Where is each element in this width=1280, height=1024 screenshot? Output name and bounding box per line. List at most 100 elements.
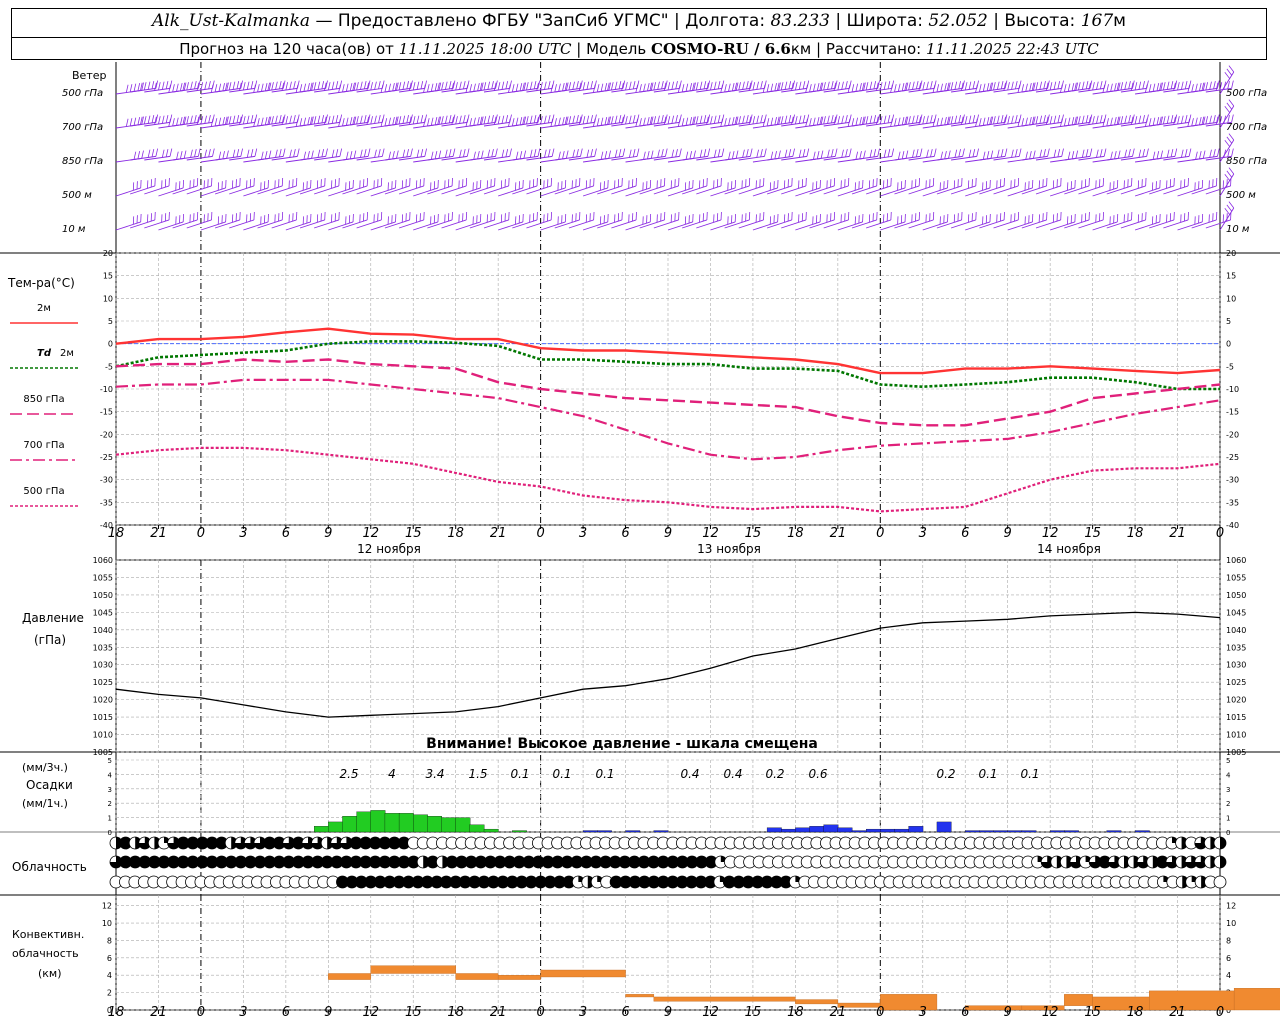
wind-barb-flag bbox=[434, 117, 438, 126]
wind-barb-flag bbox=[151, 115, 155, 124]
cloud-fill bbox=[273, 856, 286, 868]
wind-barb bbox=[979, 185, 1005, 195]
press-tick-left: 1055 bbox=[93, 573, 113, 582]
wind-barb bbox=[384, 155, 411, 161]
wind-barb-flag bbox=[1114, 117, 1117, 126]
cloud-fill-partial bbox=[1220, 856, 1226, 868]
wind-barb-flag bbox=[408, 116, 412, 125]
wind-barb-flag bbox=[982, 83, 986, 92]
cloud-symbol bbox=[1165, 855, 1179, 869]
wind-barb-flag bbox=[311, 116, 314, 125]
wind-barb-flag bbox=[774, 83, 777, 92]
cloud-fill-partial bbox=[167, 837, 180, 849]
wind-barb-flag bbox=[845, 149, 848, 158]
wind-barb bbox=[512, 121, 539, 127]
wind-barb bbox=[1163, 155, 1190, 161]
precip-bar bbox=[413, 814, 428, 833]
precip-tick-right: 0 bbox=[1226, 829, 1230, 837]
wind-barb-flag bbox=[1011, 115, 1014, 124]
wind-barb-flag bbox=[791, 82, 794, 91]
wind-barb-flag bbox=[863, 150, 866, 159]
wind-barb-flag bbox=[968, 81, 972, 90]
wind-barb-flag bbox=[972, 115, 976, 124]
precip-bar bbox=[398, 813, 414, 833]
wind-level-label-right: 500 м bbox=[1226, 190, 1256, 201]
wind-barb-flag bbox=[760, 149, 763, 158]
wind-barb-flag bbox=[141, 150, 144, 159]
wind-barb-flag bbox=[388, 83, 391, 92]
wind-barb-flag bbox=[360, 115, 363, 124]
wind-barb-flag bbox=[226, 116, 229, 125]
wind-barb-flag bbox=[495, 114, 498, 123]
wind-barb-flag bbox=[770, 151, 774, 160]
wind-barb-flag bbox=[505, 115, 509, 124]
wind-barb-flag bbox=[643, 83, 646, 92]
cloud-fill bbox=[657, 856, 670, 868]
cloud-fill-partial bbox=[1166, 856, 1178, 868]
wind-barb-flag bbox=[1170, 81, 1174, 90]
wind-barb-flag bbox=[948, 116, 951, 125]
wind-barb-flag bbox=[141, 116, 144, 125]
cloud-symbol bbox=[167, 855, 181, 869]
wind-level-label-right: 700 гПа bbox=[1226, 122, 1267, 133]
wind-barb-flag bbox=[214, 118, 218, 127]
wind-barb-flag bbox=[887, 81, 891, 90]
wind-barb-flag bbox=[218, 117, 222, 126]
wind-barb-flag bbox=[236, 115, 240, 124]
temp-tick-left: -20 bbox=[100, 430, 113, 439]
wind-barb bbox=[993, 121, 1020, 127]
wind-barb-flag bbox=[717, 115, 721, 124]
wind-barb-flag bbox=[608, 150, 611, 159]
time-tick-label: 15 bbox=[745, 526, 762, 541]
temp-tick-left: -25 bbox=[100, 453, 113, 462]
wind-barb-flag bbox=[1228, 133, 1235, 141]
wind-barb-flag bbox=[816, 117, 820, 126]
wind-barb-flag bbox=[367, 148, 371, 157]
wind-barb-flag bbox=[677, 118, 681, 127]
cloud-symbol bbox=[330, 836, 344, 850]
wind-barb-flag bbox=[667, 116, 671, 125]
wind-barb-flag bbox=[451, 82, 454, 91]
wind-barb-flag bbox=[412, 82, 416, 91]
wind-barb-flag bbox=[1031, 82, 1035, 91]
cloud-fill bbox=[402, 876, 415, 888]
cloud-fill bbox=[186, 837, 199, 849]
wind-barb-flag bbox=[1148, 118, 1152, 127]
wind-barb-flag bbox=[979, 84, 982, 93]
cloud-fill bbox=[647, 856, 660, 868]
wind-barb-flag bbox=[1160, 150, 1163, 159]
precip-bar bbox=[1106, 830, 1122, 833]
precip-bar bbox=[851, 830, 867, 833]
wind-barb-flag bbox=[629, 115, 632, 124]
wind-barb-flag bbox=[827, 81, 830, 90]
wind-barb-flag bbox=[533, 149, 537, 158]
wind-barb-flag bbox=[930, 115, 933, 124]
wind-barb-flag bbox=[1181, 81, 1184, 90]
cloud-symbol bbox=[477, 875, 491, 889]
cloud-symbol bbox=[1213, 836, 1227, 850]
cloud-symbol bbox=[311, 855, 325, 869]
wind-barb-flag bbox=[731, 151, 735, 160]
wind-barb-flag bbox=[200, 116, 204, 125]
wind-barb-flag bbox=[550, 118, 554, 127]
cloud-symbol bbox=[522, 855, 536, 869]
lat-label: Широта: bbox=[846, 11, 923, 31]
wind-barb-flag bbox=[788, 115, 792, 124]
wind-barb-flag bbox=[519, 117, 523, 126]
wind-barb-flag bbox=[402, 149, 406, 158]
wind-barb bbox=[1078, 219, 1104, 229]
wind-barb bbox=[314, 155, 340, 161]
wind-barb-flag bbox=[735, 116, 739, 125]
wind-barb-flag bbox=[137, 117, 141, 126]
conv-bar bbox=[795, 999, 839, 1005]
cloud-symbol bbox=[263, 855, 277, 869]
wind-barb bbox=[1064, 219, 1090, 229]
wind-barb-flag bbox=[1021, 118, 1025, 127]
cloud-fill bbox=[723, 876, 736, 888]
wind-barb-flag bbox=[1092, 116, 1095, 125]
wind-barb-flag bbox=[416, 115, 420, 124]
wind-barb-flag bbox=[1000, 149, 1004, 158]
cloud-symbol bbox=[751, 875, 765, 889]
wind-barb-flag bbox=[580, 148, 583, 157]
wind-barb-flag bbox=[196, 82, 200, 91]
